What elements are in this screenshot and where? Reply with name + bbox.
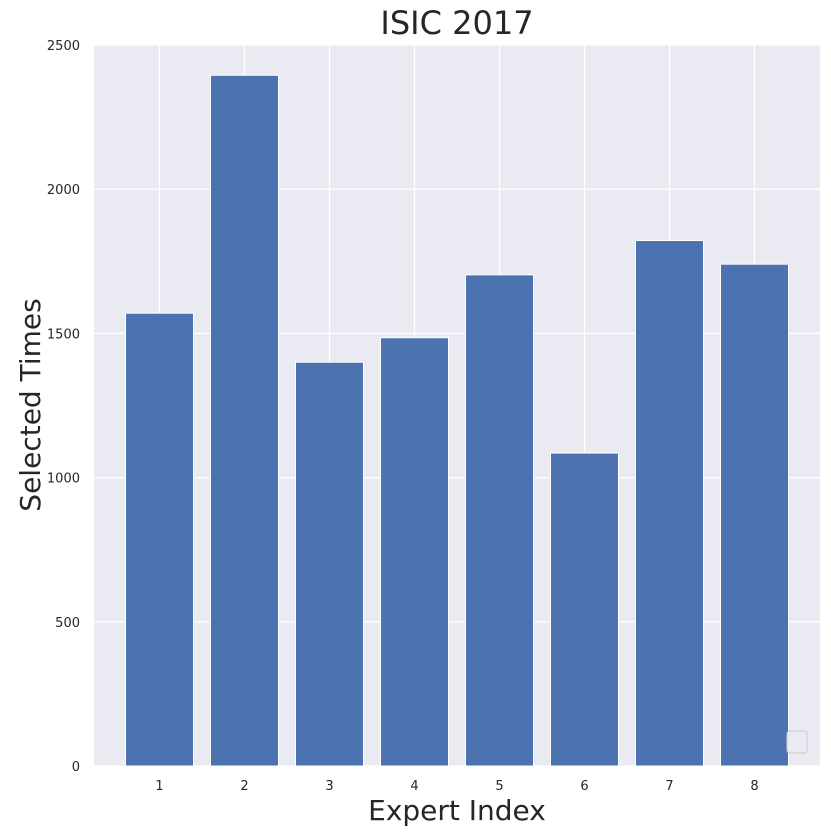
- plot-area: [94, 45, 820, 766]
- y-tick-label: 2000: [47, 183, 80, 198]
- x-tick-label: 8: [750, 779, 758, 794]
- y-tick-labels: 0 500 1000 1500 2000 2500: [47, 39, 80, 775]
- x-tick-label: 2: [240, 779, 248, 794]
- bar-expert-1: [125, 312, 194, 767]
- bar-expert-5: [465, 274, 534, 767]
- x-tick-label: 6: [580, 779, 588, 794]
- x-tick-label: 5: [495, 779, 503, 794]
- bar-expert-7: [635, 240, 704, 767]
- bar-expert-3: [295, 361, 364, 767]
- bars: [125, 74, 789, 767]
- bar-expert-2: [210, 74, 279, 767]
- bar-expert-6: [550, 452, 619, 767]
- x-tick-label: 1: [155, 779, 163, 794]
- x-tick-label: 4: [410, 779, 418, 794]
- x-tick-labels: 1 2 3 4 5 6 7 8: [155, 779, 758, 794]
- x-tick-label: 7: [665, 779, 673, 794]
- bar-expert-4: [380, 337, 449, 767]
- y-tick-label: 500: [55, 616, 80, 631]
- legend-box: [786, 730, 808, 754]
- y-axis-label: Selected Times: [14, 298, 47, 511]
- x-tick-label: 3: [325, 779, 333, 794]
- bar-expert-8: [720, 263, 789, 767]
- x-axis-label: Expert Index: [368, 794, 546, 827]
- y-tick-label: 2500: [47, 39, 80, 54]
- y-tick-label: 1500: [47, 327, 80, 342]
- y-tick-label: 0: [72, 760, 80, 775]
- chart-title: ISIC 2017: [380, 4, 533, 42]
- y-tick-label: 1000: [47, 472, 80, 487]
